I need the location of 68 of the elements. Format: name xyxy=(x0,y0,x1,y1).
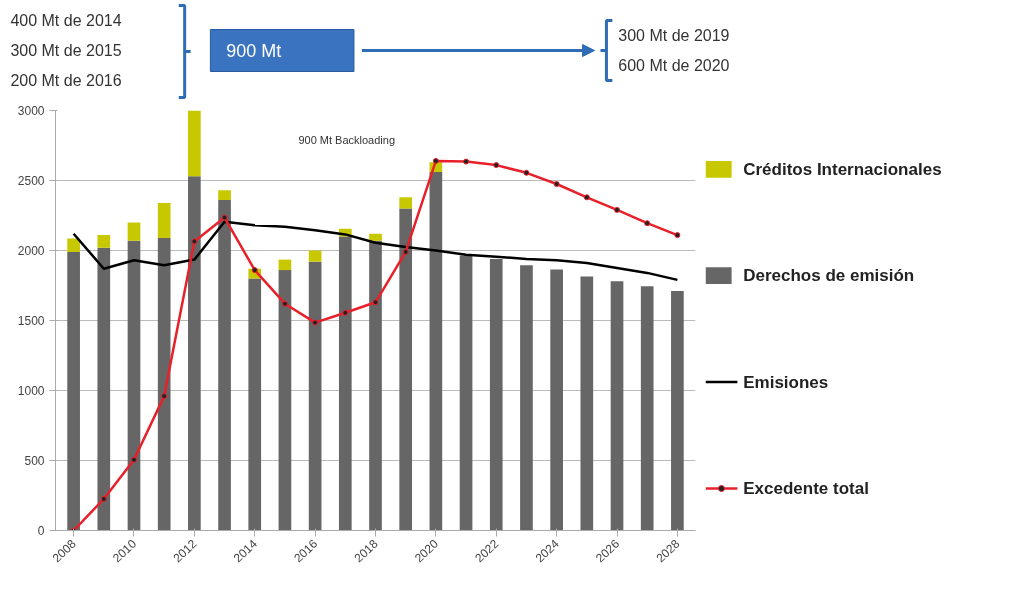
bar xyxy=(127,240,141,531)
bar xyxy=(369,233,382,241)
bar xyxy=(218,200,231,531)
point xyxy=(674,232,681,239)
y-tick-label: 1000 xyxy=(17,384,45,398)
bar xyxy=(157,237,171,531)
bar xyxy=(188,176,201,531)
point xyxy=(342,309,349,316)
bar xyxy=(127,222,141,241)
bar xyxy=(550,269,563,531)
point xyxy=(463,158,470,165)
point xyxy=(130,456,137,463)
bar xyxy=(67,238,80,252)
bar xyxy=(97,247,111,531)
point xyxy=(583,194,590,201)
point xyxy=(614,206,621,213)
text: 300 Mt de 2015 xyxy=(10,42,122,59)
y-tick-label: 2000 xyxy=(17,244,45,258)
bar xyxy=(399,197,413,209)
legend-label: Derechos de emisión xyxy=(743,266,915,286)
bar xyxy=(248,278,262,531)
point xyxy=(493,162,500,169)
point xyxy=(221,214,228,221)
bar xyxy=(369,240,382,531)
point xyxy=(281,300,288,307)
bar xyxy=(67,251,80,531)
y-tick-label: 0 xyxy=(37,524,45,538)
point xyxy=(100,496,107,502)
bar xyxy=(278,259,292,271)
bar xyxy=(671,291,684,531)
bar xyxy=(338,236,352,531)
text: 900 Mt xyxy=(226,40,282,61)
text: 200 Mt de 2016 xyxy=(10,72,122,89)
y-tick-label: 3000 xyxy=(17,104,45,118)
point xyxy=(402,248,409,255)
bar xyxy=(580,276,594,531)
bar xyxy=(610,281,624,531)
point xyxy=(372,299,379,306)
text: 400 Mt de 2014 xyxy=(10,12,122,29)
bar xyxy=(278,270,292,531)
bar xyxy=(459,255,473,531)
bar xyxy=(308,261,322,531)
bar xyxy=(489,258,503,531)
bar xyxy=(157,202,171,238)
y-tick-label: 2500 xyxy=(17,174,45,188)
legend-label: Emisiones xyxy=(743,372,829,392)
text: 300 Mt de 2019 xyxy=(618,27,730,44)
point xyxy=(644,220,651,227)
point xyxy=(312,319,319,326)
annotation: 900 Mt Backloading xyxy=(298,133,396,146)
bar xyxy=(308,250,322,262)
bar xyxy=(640,286,654,531)
bar xyxy=(399,208,413,531)
point xyxy=(191,238,198,245)
bar xyxy=(520,265,533,531)
legend-label: Créditos Internacionales xyxy=(743,159,942,179)
text: 600 Mt de 2020 xyxy=(618,57,730,74)
legend-label: Excedente total xyxy=(743,479,869,498)
bar xyxy=(218,190,231,201)
bar xyxy=(97,235,111,248)
point xyxy=(523,169,530,176)
y-tick-label: 1500 xyxy=(17,314,45,328)
point xyxy=(161,393,168,400)
point xyxy=(432,157,439,164)
point xyxy=(553,181,560,187)
bar xyxy=(429,172,443,531)
bar xyxy=(188,110,201,177)
y-tick-label: 500 xyxy=(24,454,45,468)
